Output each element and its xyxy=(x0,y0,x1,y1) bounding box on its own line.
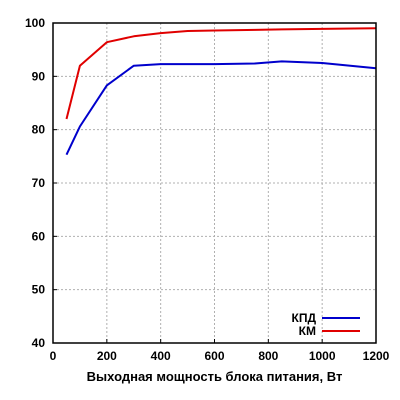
legend-label-2: КМ xyxy=(299,324,316,338)
y-tick-label: 90 xyxy=(32,69,46,83)
x-tick-label: 600 xyxy=(204,349,224,363)
series-line-1 xyxy=(65,60,377,156)
y-tick-label: 50 xyxy=(32,283,46,297)
legend-label-1: КПД xyxy=(292,311,317,325)
y-tick-label: 70 xyxy=(32,176,46,190)
x-tick-label: 0 xyxy=(50,349,57,363)
x-tick-label: 200 xyxy=(97,349,117,363)
y-tick-label: 40 xyxy=(32,336,46,350)
x-axis-ticks: 0 200 400 600 800 1000 1200 xyxy=(50,339,390,363)
grid xyxy=(53,23,376,343)
series-line-2 xyxy=(65,27,377,120)
x-axis-title: Выходная мощность блока питания, Вт xyxy=(87,369,343,384)
y-axis-ticks: 40 50 60 70 80 90 100 xyxy=(25,16,57,350)
y-tick-label: 100 xyxy=(25,16,45,30)
y-tick-label: 80 xyxy=(32,123,46,137)
y-tick-label: 60 xyxy=(32,229,46,243)
x-tick-label: 400 xyxy=(151,349,171,363)
x-tick-label: 1200 xyxy=(363,349,390,363)
x-tick-label: 1000 xyxy=(309,349,336,363)
series-lines xyxy=(65,27,377,156)
x-tick-label: 800 xyxy=(258,349,278,363)
